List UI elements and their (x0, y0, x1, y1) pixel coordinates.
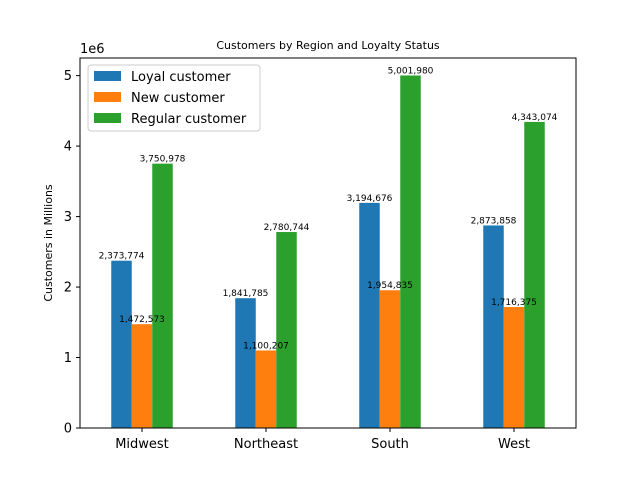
data-labels-group: 2,373,774 1,841,785 3,194,676 2,873,858 1,47… (99, 66, 558, 351)
bar-west-new-customer (503, 307, 525, 428)
data-label: 3,750,978 (140, 155, 186, 165)
bar-west-regular-customer (524, 121, 545, 428)
legend-swatch (94, 92, 121, 102)
y-axis-offset-text: 1e6 (80, 42, 105, 57)
x-axis: Midwest Northeast South West (115, 428, 530, 452)
bar-south-loyal-customer (359, 202, 380, 428)
legend-label: Loyal customer (131, 70, 231, 85)
legend-box (87, 64, 261, 132)
y-axis-label: Customers in Millions (42, 184, 55, 302)
data-label: 2,373,774 (99, 252, 145, 262)
legend-label: Regular customer (131, 112, 247, 127)
y-tick-label: 1 (64, 351, 72, 366)
bar-northeast-new-customer (255, 350, 277, 428)
chart-title: Customers by Region and Loyalty Status (216, 39, 440, 52)
data-label: 1,954,835 (367, 281, 413, 291)
bar-northeast-loyal-customer (235, 298, 256, 428)
bar-midwest-loyal-customer (111, 260, 132, 428)
bars-group (111, 75, 545, 429)
data-label: 1,841,785 (223, 289, 269, 299)
data-label: 1,100,207 (243, 341, 289, 351)
y-axis: 0 1 2 3 4 5 (64, 69, 80, 437)
bar-midwest-regular-customer (152, 163, 173, 428)
data-label: 1,716,375 (491, 298, 537, 308)
x-tick-label: West (498, 437, 530, 452)
bar-west-loyal-customer (483, 225, 504, 428)
legend-swatch (94, 113, 121, 123)
x-tick-label: South (371, 437, 409, 452)
y-tick-label: 4 (64, 140, 72, 155)
bar-south-regular-customer (400, 75, 421, 429)
bar-south-new-customer (379, 290, 401, 428)
data-label: 4,343,074 (512, 113, 558, 123)
y-tick-label: 0 (64, 422, 72, 437)
legend: Loyal customer New customer Regular custom… (87, 64, 261, 132)
data-label: 1,472,573 (119, 315, 165, 325)
legend-label: New customer (131, 91, 225, 106)
data-label: 3,194,676 (347, 194, 393, 204)
legend-swatch (94, 71, 121, 81)
data-label: 5,001,980 (388, 66, 434, 76)
data-label: 2,780,744 (264, 223, 310, 233)
plot-frame (79, 57, 577, 429)
y-tick-label: 5 (64, 69, 72, 84)
y-tick-label: 3 (64, 210, 72, 225)
x-tick-label: Midwest (115, 437, 169, 452)
x-tick-label: Northeast (234, 437, 298, 452)
y-tick-label: 2 (64, 281, 72, 296)
data-label: 2,873,858 (471, 216, 517, 226)
bar-midwest-new-customer (131, 324, 153, 428)
bar-northeast-regular-customer (276, 232, 297, 428)
